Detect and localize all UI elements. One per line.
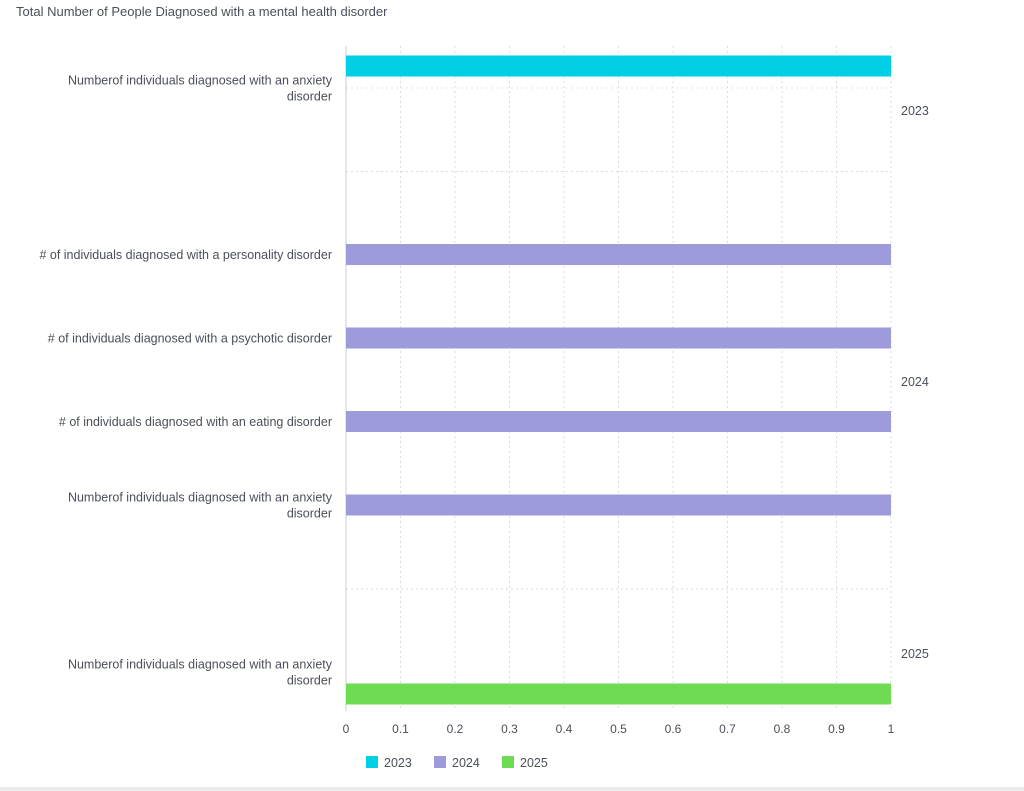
x-tick-label: 0.9 [828,722,845,736]
bar[interactable] [346,411,891,432]
bar[interactable] [346,244,891,265]
x-tick-label: 0.4 [556,722,573,736]
category-label: disorder [287,90,332,104]
group-label: 2024 [901,375,929,389]
group-label: 2025 [901,647,929,661]
legend-swatch[interactable] [366,756,378,768]
bar[interactable] [346,683,891,705]
category-label: Numberof individuals diagnosed with an a… [68,658,333,672]
category-label: # of individuals diagnosed with a person… [39,248,332,262]
category-label: disorder [287,674,332,688]
chart-title: Total Number of People Diagnosed with a … [16,4,388,19]
bottom-divider [0,787,1024,791]
category-label: # of individuals diagnosed with an eatin… [59,415,332,429]
x-tick-label: 0.2 [447,722,464,736]
bar[interactable] [346,327,891,349]
group-label: 2023 [901,104,929,118]
legend-swatch[interactable] [502,756,514,768]
x-tick-label: 0.1 [392,722,409,736]
x-tick-label: 0.6 [665,722,682,736]
legend-swatch[interactable] [434,756,446,768]
legend-label: 2024 [452,756,480,770]
x-tick-label: 0.3 [501,722,518,736]
x-tick-label: 1 [888,722,895,736]
x-tick-label: 0.5 [610,722,627,736]
x-tick-label: 0.7 [719,722,736,736]
bar[interactable] [346,55,891,77]
x-tick-label: 0.8 [774,722,791,736]
category-label: Numberof individuals diagnosed with an a… [68,74,333,88]
category-label: disorder [287,507,332,521]
category-label: Numberof individuals diagnosed with an a… [68,491,333,505]
bar[interactable] [346,494,891,516]
x-tick-label: 0 [343,722,350,736]
legend-label: 2025 [520,756,548,770]
category-label: # of individuals diagnosed with a psycho… [48,332,332,346]
legend-label: 2023 [384,756,412,770]
